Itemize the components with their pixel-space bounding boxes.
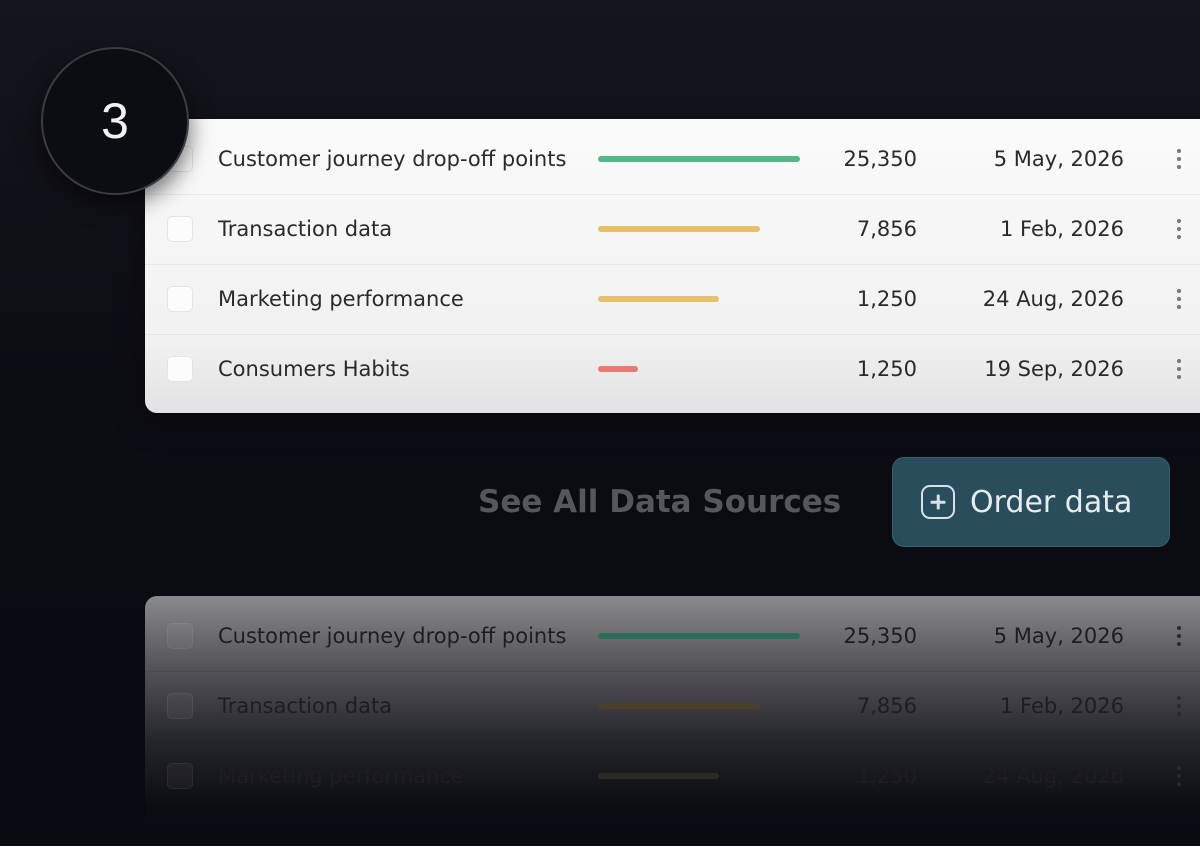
table-row[interactable]: Transaction data 7,856 1 Feb, 2026	[145, 194, 1200, 264]
row-checkbox[interactable]	[167, 356, 193, 382]
data-sources-table: Customer journey drop-off points 25,350 …	[145, 119, 1200, 413]
row-checkbox[interactable]	[167, 216, 193, 242]
progress-bar	[598, 633, 800, 639]
row-date: 5 May, 2026	[993, 147, 1124, 171]
row-checkbox	[167, 763, 193, 789]
order-data-label: Order data	[970, 484, 1133, 520]
plus-square-icon	[921, 485, 955, 519]
row-divider	[145, 334, 1200, 335]
row-count: 25,350	[843, 147, 917, 171]
table-row[interactable]: Consumers Habits 1,250 19 Sep, 2026	[145, 334, 1200, 404]
row-count: 1,250	[856, 357, 917, 381]
row-date: 24 Aug, 2026	[982, 764, 1124, 788]
row-date: 1 Feb, 2026	[999, 694, 1124, 718]
row-date: 5 May, 2026	[993, 624, 1124, 648]
more-options-icon	[1165, 622, 1193, 650]
row-title: Customer journey drop-off points	[218, 147, 567, 171]
progress-bar	[598, 773, 719, 779]
order-data-button[interactable]: Order data	[892, 457, 1170, 547]
row-count: 7,856	[856, 217, 917, 241]
more-options-icon[interactable]	[1165, 355, 1193, 383]
see-all-data-sources-link[interactable]: See All Data Sources	[478, 484, 842, 520]
more-options-icon[interactable]	[1165, 215, 1193, 243]
more-options-icon	[1165, 692, 1193, 720]
progress-bar	[598, 366, 638, 372]
row-date: 24 Aug, 2026	[982, 287, 1124, 311]
row-count: 7,856	[856, 694, 917, 718]
row-title: Marketing performance	[218, 764, 464, 788]
more-options-icon	[1165, 762, 1193, 790]
row-title: Customer journey drop-off points	[218, 624, 567, 648]
row-checkbox	[167, 693, 193, 719]
row-count: 25,350	[843, 624, 917, 648]
row-divider	[145, 194, 1200, 195]
row-count: 1,250	[856, 764, 917, 788]
table-row: Transaction data 7,856 1 Feb, 2026	[145, 671, 1200, 741]
row-title: Consumers Habits	[218, 357, 410, 381]
table-row[interactable]: Marketing performance 1,250 24 Aug, 2026	[145, 264, 1200, 334]
row-checkbox	[167, 623, 193, 649]
more-options-icon[interactable]	[1165, 285, 1193, 313]
data-sources-table-reflection: Customer journey drop-off points 25,350 …	[145, 596, 1200, 846]
row-title: Transaction data	[218, 694, 393, 718]
row-date: 19 Sep, 2026	[984, 357, 1124, 381]
row-checkbox[interactable]	[167, 286, 193, 312]
row-divider	[145, 264, 1200, 265]
table-row[interactable]: Customer journey drop-off points 25,350 …	[145, 124, 1200, 194]
row-count: 1,250	[856, 287, 917, 311]
row-title: Transaction data	[218, 217, 393, 241]
row-title: Marketing performance	[218, 287, 464, 311]
step-number-badge: 3	[41, 47, 189, 195]
row-divider	[145, 671, 1200, 672]
progress-bar	[598, 226, 760, 232]
progress-bar	[598, 156, 800, 162]
table-row: Marketing performance 1,250 24 Aug, 2026	[145, 741, 1200, 811]
progress-bar	[598, 296, 719, 302]
table-row: Customer journey drop-off points 25,350 …	[145, 601, 1200, 671]
more-options-icon[interactable]	[1165, 145, 1193, 173]
step-number: 3	[101, 93, 129, 149]
row-date: 1 Feb, 2026	[999, 217, 1124, 241]
progress-bar	[598, 703, 760, 709]
row-divider	[145, 741, 1200, 742]
